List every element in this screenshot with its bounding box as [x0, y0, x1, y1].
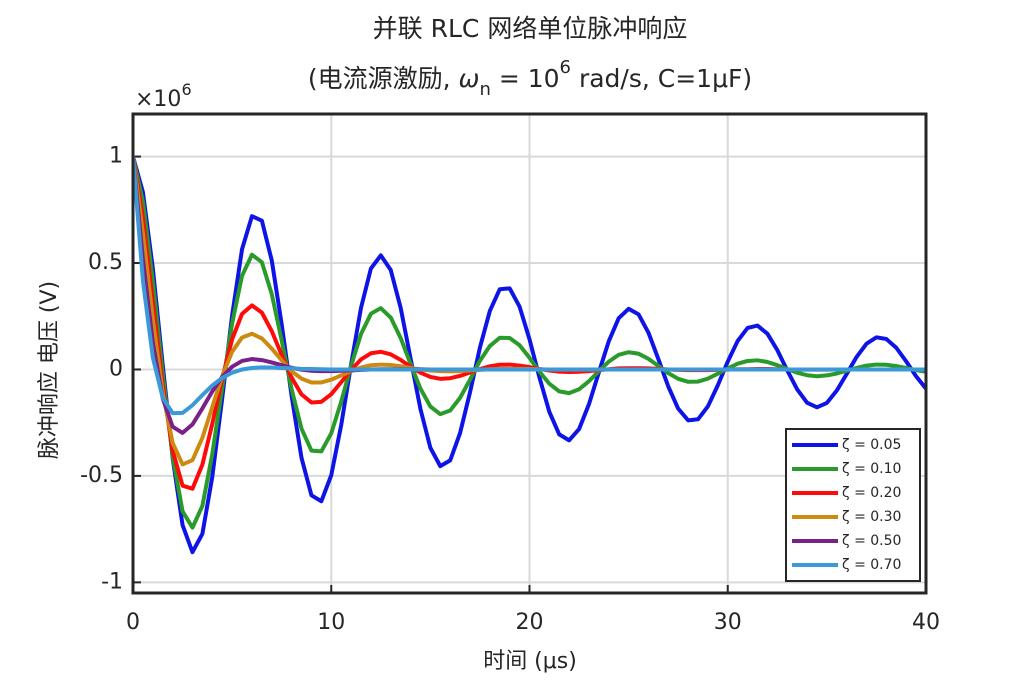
multiplier-base: ×10: [135, 87, 181, 112]
x-tick-label: 0: [126, 610, 140, 635]
legend-label: ζ = 0.20: [842, 485, 901, 501]
subtitle-part: ω: [459, 64, 480, 93]
x-tick-label: 20: [516, 610, 544, 635]
y-tick-label: 0: [109, 356, 123, 381]
subtitle-part: rad/s, C=1μF): [571, 64, 752, 93]
chart-subtitle: (电流源激励, ωn = 106 rad/s, C=1μF): [308, 57, 752, 100]
y-tick-label: -1: [101, 569, 123, 594]
x-tick-label: 10: [317, 610, 345, 635]
legend-label: ζ = 0.10: [842, 461, 901, 477]
x-axis-label: 时间 (μs): [483, 649, 577, 674]
x-tick-label: 30: [714, 610, 742, 635]
legend-box: [785, 428, 921, 582]
legend-label: ζ = 0.05: [842, 437, 901, 453]
subtitle-part: = 10: [491, 64, 560, 93]
subtitle-part: n: [479, 79, 490, 100]
y-axis-label: 脉冲响应 电压 (V): [37, 281, 62, 459]
multiplier-exponent: 6: [181, 80, 191, 99]
y-tick-label: 1: [109, 144, 123, 169]
chart-title: 并联 RLC 网络单位脉冲响应: [373, 14, 688, 43]
legend-label: ζ = 0.30: [842, 509, 901, 525]
y-tick-label: -0.5: [80, 463, 123, 488]
legend-label: ζ = 0.70: [842, 557, 901, 573]
subtitle-part: 6: [560, 57, 571, 78]
y-tick-label: 0.5: [88, 250, 123, 275]
legend-label: ζ = 0.50: [842, 533, 901, 549]
series-line: [133, 156, 926, 416]
y-multiplier: ×106: [135, 80, 192, 113]
plot-frame: [131, 112, 928, 595]
x-tick-label: 40: [912, 610, 940, 635]
series-line: [133, 156, 926, 555]
subtitle-part: (电流源激励,: [308, 64, 459, 93]
